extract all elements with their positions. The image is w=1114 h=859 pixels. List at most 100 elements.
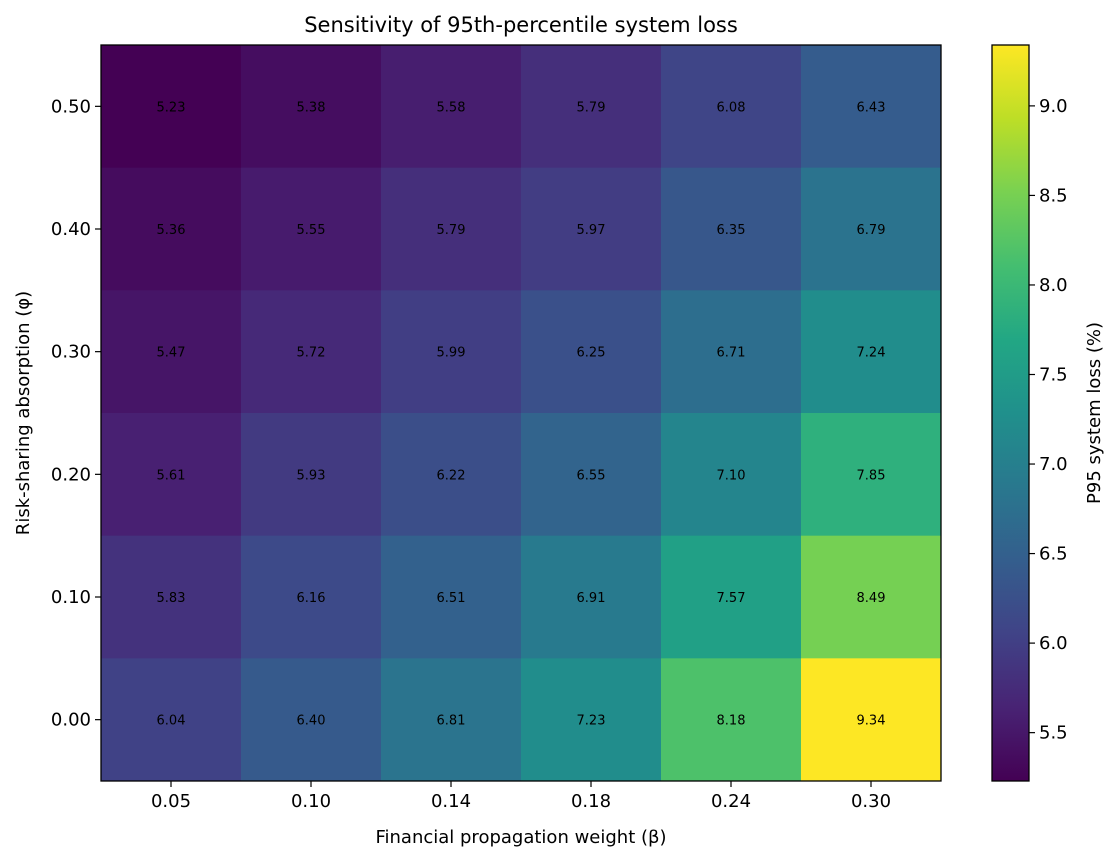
x-axis-ticks: 0.05 0.10 0.14 0.18 0.24 0.30 [151, 781, 891, 812]
cell-value-label: 5.93 [297, 468, 326, 483]
heatmap-cell [101, 535, 242, 659]
heatmap-cells [101, 45, 942, 782]
heatmap-cell [661, 413, 802, 537]
cell-value-label: 5.47 [157, 346, 186, 361]
colorbar-tick-label: 7.0 [1039, 454, 1068, 475]
colorbar [991, 44, 1030, 782]
colorbar-tick-label: 9.0 [1039, 96, 1068, 117]
colorbar-tick-label: 5.5 [1039, 723, 1068, 744]
x-tick-label: 0.24 [711, 791, 751, 812]
heatmap-cell [661, 45, 802, 169]
heatmap-cell [241, 658, 382, 782]
x-tick-label: 0.30 [851, 791, 891, 812]
chart-title: Sensitivity of 95th-percentile system lo… [304, 13, 738, 37]
cell-value-label: 6.08 [717, 100, 746, 115]
heatmap-cell [801, 658, 942, 782]
cell-value-label: 7.57 [717, 591, 746, 606]
cell-value-label: 6.71 [717, 346, 746, 361]
cell-value-label: 6.35 [717, 223, 746, 238]
heatmap-cell [241, 290, 382, 414]
cell-value-label: 6.51 [437, 591, 466, 606]
x-tick-label: 0.10 [291, 791, 331, 812]
y-tick-label: 0.30 [51, 342, 91, 363]
cell-value-label: 7.85 [857, 468, 886, 483]
cell-value-label: 5.83 [157, 591, 186, 606]
heatmap-cell [521, 413, 662, 537]
heatmap-cell [801, 535, 942, 659]
cell-value-label: 5.36 [157, 223, 186, 238]
heatmap-cell [521, 658, 662, 782]
heatmap-cell [101, 167, 242, 291]
colorbar-tick-label: 8.0 [1039, 275, 1068, 296]
heatmap-cell [521, 290, 662, 414]
cell-value-label: 6.16 [297, 591, 326, 606]
cell-value-label: 8.18 [717, 714, 746, 729]
cell-value-label: 7.10 [717, 468, 746, 483]
heatmap-cell [101, 45, 242, 169]
cell-value-label: 9.34 [857, 714, 886, 729]
colorbar-label: P95 system loss (%) [1084, 322, 1105, 504]
heatmap-cell [661, 658, 802, 782]
x-tick-label: 0.05 [151, 791, 191, 812]
colorbar-tick-label: 8.5 [1039, 185, 1068, 206]
cell-value-label: 6.43 [857, 100, 886, 115]
cell-value-label: 5.79 [437, 223, 466, 238]
heatmap-cell [241, 413, 382, 537]
cell-value-label: 7.24 [857, 346, 886, 361]
y-axis-ticks: 0.50 0.40 0.30 0.20 0.10 0.00 [51, 96, 101, 731]
cell-value-label: 6.04 [157, 714, 186, 729]
heatmap-cell [661, 290, 802, 414]
heatmap-cell [101, 413, 242, 537]
y-tick-label: 0.10 [51, 587, 91, 608]
cell-value-label: 5.55 [297, 223, 326, 238]
x-tick-label: 0.18 [571, 791, 611, 812]
heatmap-cell [381, 535, 522, 659]
cell-value-label: 6.55 [577, 468, 606, 483]
colorbar-tick-label: 7.5 [1039, 364, 1068, 385]
x-tick-label: 0.14 [431, 791, 471, 812]
heatmap-cell [101, 290, 242, 414]
cell-value-label: 5.23 [157, 100, 186, 115]
cell-value-label: 5.61 [157, 468, 186, 483]
heatmap-cell [521, 45, 662, 169]
heatmap-cell [661, 167, 802, 291]
colorbar-ticks: 5.5 6.0 6.5 7.0 7.5 8.0 8.5 9.0 [1029, 96, 1068, 744]
cell-value-label: 6.81 [437, 714, 466, 729]
heatmap-cell [801, 45, 942, 169]
colorbar-tick-label: 6.0 [1039, 633, 1068, 654]
x-axis-label: Financial propagation weight (β) [375, 827, 666, 848]
heatmap-cell [381, 167, 522, 291]
heatmap-cell [801, 413, 942, 537]
heatmap-cell [381, 290, 522, 414]
plot-frame [100, 44, 942, 782]
y-tick-label: 0.20 [51, 464, 91, 485]
heatmap-cell [521, 167, 662, 291]
heatmap-cell [381, 658, 522, 782]
heatmap-cell [521, 535, 662, 659]
heatmap-cell [241, 167, 382, 291]
heatmap-cell [801, 167, 942, 291]
heatmap-cell-labels: 5.23 5.38 5.58 5.79 6.08 6.43 5.36 5.55 5.79 5.97… [157, 100, 886, 728]
cell-value-label: 8.49 [857, 591, 886, 606]
heatmap-cell [241, 45, 382, 169]
cell-value-label: 6.40 [297, 714, 326, 729]
cell-value-label: 6.25 [577, 346, 606, 361]
cell-value-label: 5.79 [577, 100, 606, 115]
y-axis-label: Risk-sharing absorption (φ) [13, 291, 34, 535]
cell-value-label: 6.91 [577, 591, 606, 606]
cell-value-label: 5.97 [577, 223, 606, 238]
heatmap-cell [801, 290, 942, 414]
cell-value-label: 7.23 [577, 714, 606, 729]
cell-value-label: 6.22 [437, 468, 466, 483]
cell-value-label: 5.99 [437, 346, 466, 361]
heatmap-cell [101, 658, 242, 782]
cell-value-label: 5.58 [437, 100, 466, 115]
cell-value-label: 6.79 [857, 223, 886, 238]
cell-value-label: 5.38 [297, 100, 326, 115]
heatmap-cell [381, 45, 522, 169]
heatmap-cell [381, 413, 522, 537]
y-tick-label: 0.00 [51, 710, 91, 731]
heatmap-cell [241, 535, 382, 659]
y-tick-label: 0.50 [51, 96, 91, 117]
